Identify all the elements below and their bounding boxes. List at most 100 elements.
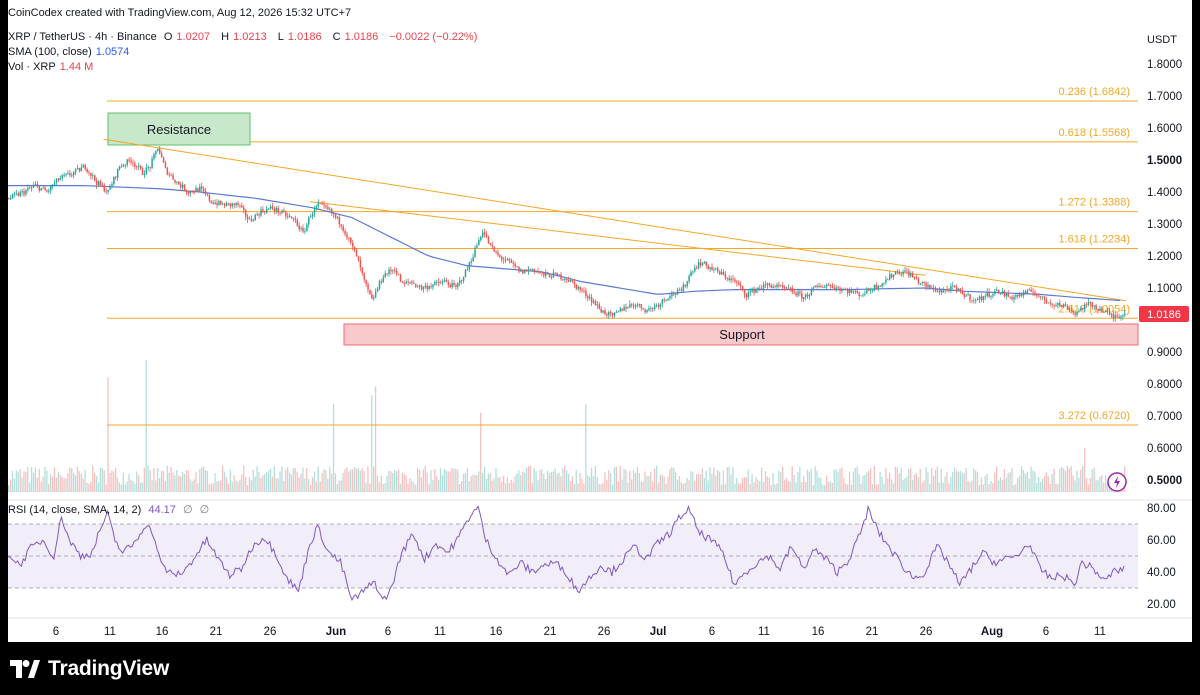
candle-body [919,283,922,284]
support-label: Support [719,327,765,342]
volume-bar [1026,471,1028,492]
candle-body [329,208,331,210]
volume-bar [932,476,935,492]
volume-bar [122,472,124,492]
sma-value: 1.0574 [95,46,130,58]
volume-bar [1064,470,1067,492]
candle-body [877,286,880,289]
volume-bar [394,470,396,492]
rsi-label[interactable]: RSI (14, close, SMA, 14, 2) [8,504,142,516]
volume-bar [294,468,296,492]
candle-body [894,271,897,275]
volume-bar [1080,469,1082,492]
candle-body [459,280,461,284]
tradingview-logo[interactable]: TradingView [10,656,169,682]
candle-body [585,290,587,297]
volume-bar [145,360,147,492]
candle-body [252,220,255,222]
volume-bar [581,478,583,492]
volume-bar [329,466,331,492]
candle-body [529,269,532,271]
candle-body [1051,303,1053,305]
currency-label: USDT [1147,34,1177,46]
volume-bar [588,476,591,492]
symbol-label[interactable]: XRP / TetherUS · 4h · Binance [8,31,157,43]
volume-bar [1011,467,1013,492]
volume-bar [806,469,809,492]
candle-body [72,172,75,175]
candle-body [1103,312,1105,313]
candle-body [365,279,367,285]
time-tick-label: 21 [866,626,879,638]
lightning-icon[interactable] [1107,472,1127,492]
volume-bar [866,472,868,492]
volume-bar [1030,466,1032,492]
volume-bar [850,484,853,492]
volume-bar [168,472,170,492]
candle-body [336,217,339,218]
volume-bar [8,484,10,492]
candle-body [223,203,226,207]
volume-bar [378,482,381,492]
volume-bar [617,481,619,492]
volume-bar [739,483,742,492]
candle-body [227,203,230,204]
volume-bar [384,483,386,492]
candle-body [416,286,419,288]
candle-body [923,282,925,283]
candle-body [174,179,176,183]
candle-body [384,273,386,278]
candle-body [634,305,637,307]
volume-bar [745,477,747,492]
candle-body [491,244,494,247]
price-axis[interactable]: 1.8000 1.7000 1.6000 1.5000 1.4000 1.3000 1.20… [1147,59,1182,487]
candle-body [288,215,291,217]
candle-body [1110,313,1113,315]
volume-bar [879,471,881,492]
volume-bar [652,481,654,492]
candle-body [562,279,564,281]
time-axis[interactable]: 6 11 16 21 26 Jun 6 11 16 21 26 Jul 6 11 16 21 26 Aug 6 11 [53,626,1106,638]
vol-label[interactable]: Vol · XRP [8,61,56,73]
candle-body [40,188,42,191]
chart-credit: CoinCodex created with TradingView.com, … [8,7,352,19]
volume-bar [332,404,335,492]
volume-bar [564,466,566,492]
volume-bar [367,466,369,492]
volume-bar [1068,468,1070,492]
candle-body [1041,296,1044,298]
sma-label[interactable]: SMA (100, close) [8,46,92,58]
volume-bar [596,477,598,492]
volume-bar [954,467,956,492]
volume-bar [340,480,342,492]
volume-bar [260,478,262,492]
candle-body [394,270,396,272]
volume-bar [1028,478,1030,492]
volume-bar [227,483,230,492]
candle-body [38,185,41,191]
candle-body [846,289,849,294]
volume-bar [952,472,954,492]
volume-bar [416,468,419,492]
volume-bar [497,477,499,492]
volume-bar [392,473,394,492]
chart-canvas[interactable]: 0.236 (1.6842) 0.618 (1.5568) 1.272 (1.338… [8,0,1192,642]
candle-body [999,293,1002,295]
candle-body [258,214,260,216]
candle-body [892,274,895,278]
candle-body [600,308,602,313]
candle-body [864,293,866,295]
volume-bar [862,475,864,492]
candle-body [51,185,54,187]
volume-bar [466,468,468,492]
volume-bar [1103,482,1105,492]
volume-bar [397,469,400,492]
volume-bar [202,466,205,492]
chart-panel[interactable]: 0.236 (1.6842) 0.618 (1.5568) 1.272 (1.338… [8,0,1192,642]
zones: Resistance Support [107,112,1139,346]
candle-body [915,277,918,279]
volume-bar [141,482,144,492]
volume-bar [915,473,918,492]
candle-body [380,281,383,282]
candle-body [63,175,65,176]
